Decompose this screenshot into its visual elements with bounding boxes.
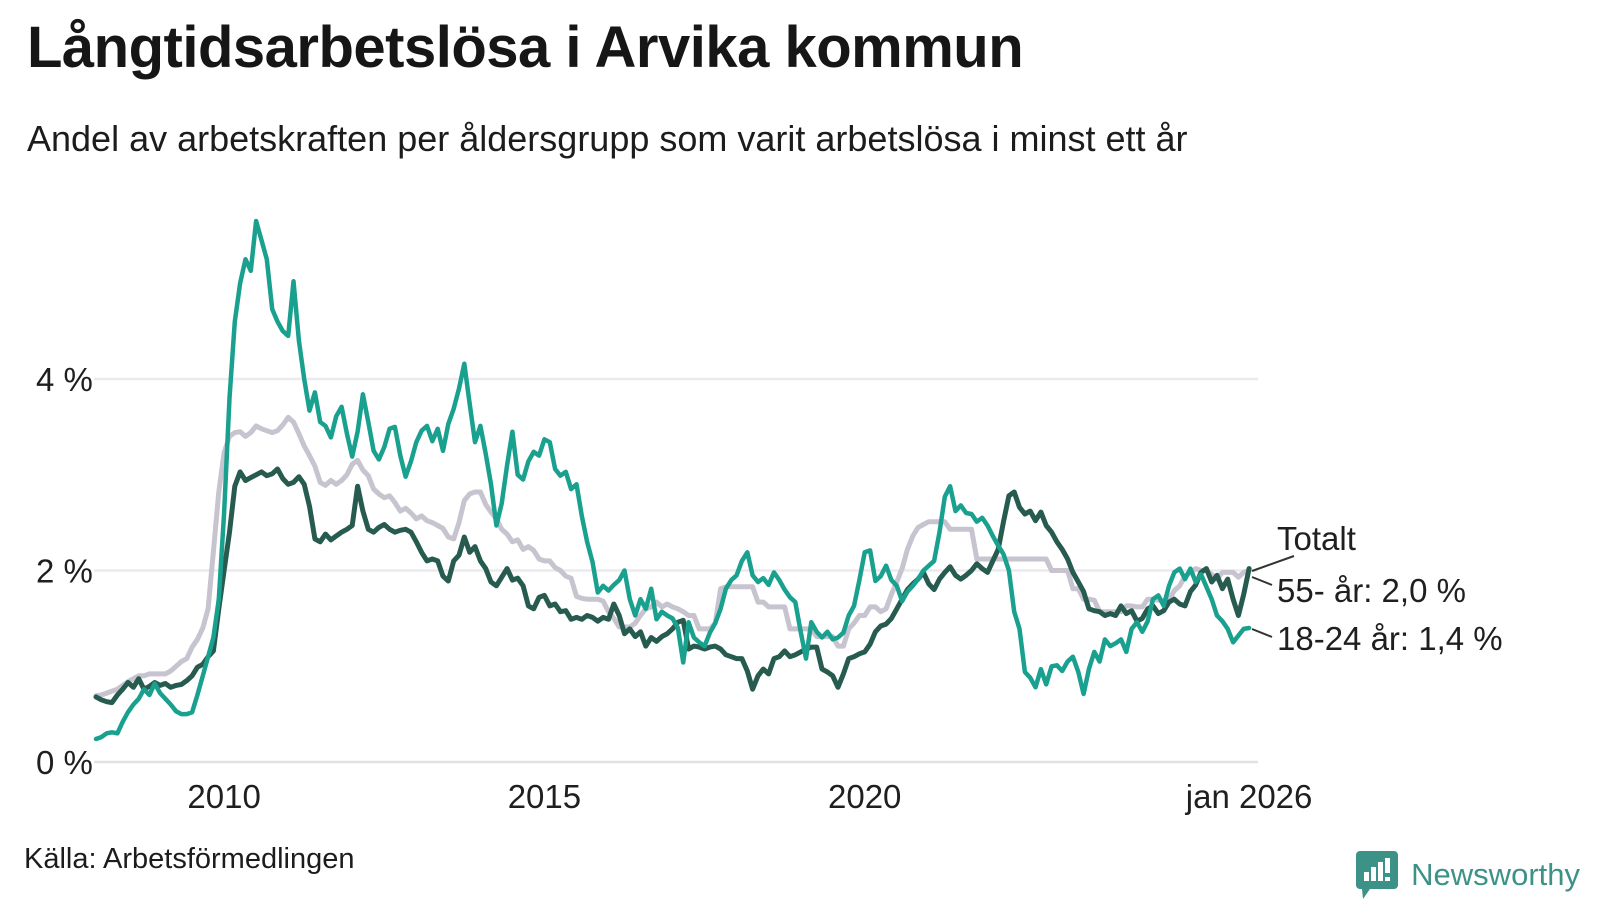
gridlines [94,377,1258,764]
y-tick-label: 4 % [36,361,93,398]
page-subtitle: Andel av arbetskraften per åldersgrupp s… [27,118,1188,159]
leader-line-18-24 [1251,628,1273,638]
x-tick-label: 2010 [187,778,260,815]
end-label-totalt: Totalt [1277,520,1356,557]
x-tick-label: jan 2026 [1185,778,1313,815]
end-label-18-24: 18-24 år: 1,4 % [1277,620,1503,657]
series-line-totalt [93,414,1252,699]
series-line-18-24-r [93,218,1252,742]
end-label-55: 55- år: 2,0 % [1277,572,1466,609]
source-note: Källa: Arbetsförmedlingen [24,843,355,875]
x-tick-label: 2020 [828,778,901,815]
brand-logo: Newsworthy [1355,850,1580,900]
series-lines [93,218,1252,742]
axis-labels: 0 % 2 % 4 % 2010 2015 2020 jan 2026 [36,361,1312,815]
series-line-55-r [93,466,1252,706]
bar-chart-speech-bubble-icon [1356,851,1399,899]
y-tick-label: 0 % [36,744,93,781]
leader-line-55 [1251,576,1273,586]
x-tick-label: 2015 [508,778,581,815]
page-title: Långtidsarbetslösa i Arvika kommun [27,15,1024,80]
brand-name: Newsworthy [1411,857,1580,892]
end-label-group: Totalt 55- år: 2,0 % 18-24 år: 1,4 % [1251,520,1503,657]
leader-line-totalt [1251,555,1295,572]
y-tick-label: 2 % [36,553,93,590]
